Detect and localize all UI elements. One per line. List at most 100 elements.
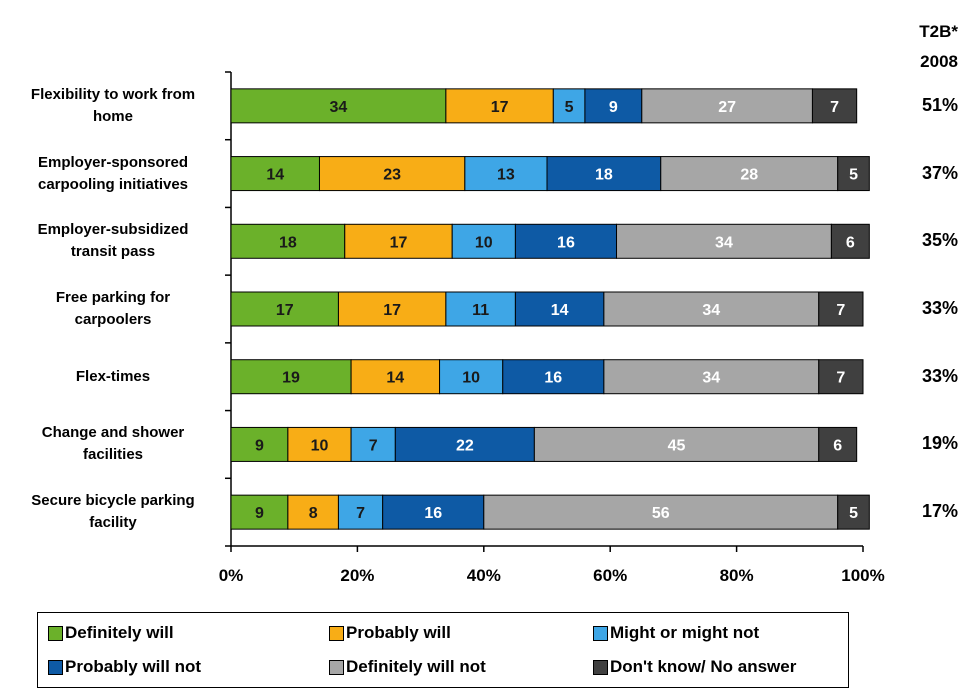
data-label: 9: [609, 99, 618, 116]
bar-segment: [230, 88, 447, 124]
data-label: 10: [311, 437, 329, 454]
t2b-year: 2008: [920, 52, 958, 71]
legend-item: Don't know/ No answer: [593, 657, 796, 677]
legend-swatch: [593, 659, 608, 675]
bar-segment: [603, 291, 820, 327]
legend-label: Probably will: [346, 623, 451, 642]
bar-segment: [818, 291, 864, 327]
category-label-line: carpoolers: [74, 311, 152, 328]
category-label: Change and shower facilities: [8, 422, 218, 466]
category-label: Secure bicycle parking facility: [8, 490, 218, 534]
legend-swatch: [329, 659, 344, 675]
bar-segment: [641, 88, 813, 124]
legend-swatch: [48, 625, 63, 641]
bar-segment: [837, 156, 870, 192]
legend-swatch: [329, 625, 344, 641]
data-label: 11: [472, 302, 489, 319]
bar-segment: [445, 291, 516, 327]
bar-segment: [483, 494, 839, 530]
bar-segment: [445, 88, 554, 124]
bar-segment: [818, 359, 864, 395]
data-label: 16: [557, 234, 575, 251]
data-label: 9: [255, 437, 264, 454]
data-label: 14: [551, 302, 569, 319]
bar-segment: [451, 223, 516, 259]
x-tick-label: 20%: [340, 566, 374, 585]
category-label-line: Secure bicycle parking: [31, 492, 195, 510]
data-label: 9: [255, 505, 264, 522]
bar-segment: [230, 494, 289, 530]
x-tick-label: 0%: [219, 566, 244, 585]
category-label-line: transit pass: [70, 243, 156, 261]
bar-segment: [230, 291, 339, 327]
legend-label: Might or might not: [610, 623, 760, 642]
category-label: Employer-sponsored carpooling initiatives: [8, 152, 218, 196]
data-label: 45: [668, 437, 686, 454]
data-label: 17: [491, 99, 509, 116]
data-label: 10: [462, 370, 480, 387]
x-tick-label: 80%: [720, 566, 754, 585]
category-label-line: Employer-subsidized: [37, 221, 189, 239]
legend-label: Definitely will: [65, 623, 174, 642]
data-label: 17: [276, 302, 294, 319]
data-label: 7: [356, 505, 365, 522]
category-label-line: home: [92, 107, 133, 125]
data-label: 7: [830, 99, 839, 116]
data-label: 5: [849, 505, 858, 522]
category-label-line: facility: [89, 514, 137, 532]
bar-segment: [660, 156, 839, 192]
legend-item: Probably will not: [48, 657, 201, 677]
data-label: 17: [390, 234, 408, 251]
category-label-line: carpooling initiatives: [37, 175, 189, 193]
legend-item: Might or might not: [593, 623, 759, 643]
bar-segment: [318, 156, 466, 192]
bar-segment: [584, 88, 643, 124]
t2b-value: 37%: [921, 162, 958, 183]
data-label: 56: [652, 505, 670, 522]
data-label: 14: [386, 370, 404, 387]
data-label: 34: [702, 302, 720, 319]
data-label: 28: [740, 167, 758, 184]
data-label: 16: [424, 505, 442, 522]
bar-segment: [350, 359, 441, 395]
data-label: 10: [475, 234, 493, 251]
t2b-value: 33%: [921, 298, 958, 318]
legend-swatch: [48, 659, 63, 675]
data-label: 7: [836, 302, 845, 319]
bar-segment: [818, 426, 858, 462]
bar-segment: [337, 291, 447, 327]
category-label: Employer-subsidized transit pass: [8, 219, 218, 263]
data-label: 6: [846, 234, 855, 251]
bar-segment: [811, 88, 858, 124]
category-label-line: Change and shower: [41, 424, 185, 442]
legend-label: Don't know/ No answer: [610, 657, 797, 676]
bar-segment: [230, 223, 346, 259]
legend-item: Definitely will not: [329, 657, 486, 677]
x-tick-label: 40%: [467, 566, 501, 585]
bar-segment: [514, 223, 618, 259]
data-label: 6: [833, 437, 842, 454]
bar-segment: [350, 426, 396, 462]
bar-segment: [230, 156, 320, 192]
bar-segment: [837, 494, 870, 530]
data-label: 18: [279, 234, 297, 251]
bar-segment: [337, 494, 384, 530]
t2b-value: 33%: [921, 365, 958, 386]
legend-label: Probably will not: [65, 657, 202, 676]
data-label: 23: [383, 167, 401, 184]
category-label: Free parking for carpoolers: [8, 287, 218, 331]
data-label: 7: [369, 437, 378, 454]
data-label: 18: [595, 167, 613, 184]
data-label: 22: [456, 437, 474, 454]
t2b-header: T2B*: [919, 22, 958, 41]
bar-segment: [616, 223, 832, 259]
category-label-line: Free parking for: [55, 289, 171, 306]
data-label: 27: [718, 99, 736, 116]
t2b-value: 17%: [921, 501, 958, 522]
bar-segment: [552, 88, 586, 124]
data-label: 34: [702, 370, 720, 387]
bar-segment: [603, 359, 820, 395]
x-tick-label: 60%: [593, 566, 627, 585]
bar-segment: [533, 426, 820, 462]
legend-label: Definitely will not: [346, 657, 486, 676]
